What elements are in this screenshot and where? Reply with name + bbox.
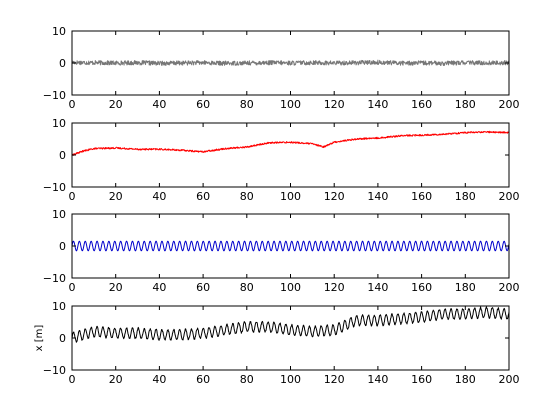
x-tick-label: 200: [499, 98, 520, 111]
x-tick-label: 100: [280, 190, 301, 203]
y-tick-label: −10: [43, 181, 66, 194]
x-tick-label: 100: [280, 373, 301, 386]
x-tick-label: 140: [367, 281, 388, 294]
x-tick-label: 160: [411, 190, 432, 203]
y-tick-label: 10: [52, 208, 66, 221]
y-tick-label: −10: [43, 89, 66, 102]
x-tick-label: 20: [109, 190, 123, 203]
y-tick-label: 0: [59, 149, 66, 162]
x-tick-label: 120: [324, 281, 345, 294]
y-tick-label: 0: [59, 240, 66, 253]
plot-frame: [71, 122, 510, 188]
x-tick-label: 140: [367, 190, 388, 203]
x-tick-label: 60: [196, 373, 210, 386]
x-tick-label: 20: [109, 98, 123, 111]
x-tick-label: 200: [499, 190, 520, 203]
x-tick-label: 0: [69, 373, 76, 386]
x-tick-label: 100: [280, 98, 301, 111]
x-tick-label: 20: [109, 281, 123, 294]
x-tick-label: 200: [499, 373, 520, 386]
x-tick-label: 60: [196, 190, 210, 203]
x-tick-label: 40: [152, 373, 166, 386]
x-tick-label: 40: [152, 98, 166, 111]
x-tick-label: 140: [367, 98, 388, 111]
y-tick-label: −10: [43, 272, 66, 285]
x-tick-label: 120: [324, 190, 345, 203]
x-tick-label: 0: [69, 98, 76, 111]
x-tick-label: 120: [324, 98, 345, 111]
x-tick-label: 80: [240, 190, 254, 203]
y-tick-label: 0: [59, 332, 66, 345]
y-tick-label: 10: [52, 25, 66, 38]
x-tick-label: 80: [240, 373, 254, 386]
y-axis-label: x [m]: [34, 325, 45, 352]
x-tick-label: 160: [411, 98, 432, 111]
series-line-1-1: [71, 59, 510, 67]
x-tick-label: 140: [367, 373, 388, 386]
x-tick-label: 80: [240, 98, 254, 111]
y-tick-label: −10: [43, 364, 66, 377]
x-tick-label: 0: [69, 190, 76, 203]
x-tick-label: 180: [455, 190, 476, 203]
x-tick-label: 60: [196, 281, 210, 294]
series-line-2-1: [71, 130, 510, 156]
x-tick-label: 80: [240, 281, 254, 294]
x-tick-label: 60: [196, 98, 210, 111]
series-line-3-1: [71, 240, 510, 252]
x-tick-label: 160: [411, 373, 432, 386]
x-tick-label: 0: [69, 281, 76, 294]
series-line-4-1: [71, 306, 510, 343]
x-tick-label: 20: [109, 373, 123, 386]
x-tick-label: 200: [499, 281, 520, 294]
x-tick-label: 180: [455, 373, 476, 386]
x-tick-label: 40: [152, 190, 166, 203]
y-tick-label: 10: [52, 300, 66, 313]
x-tick-label: 160: [411, 281, 432, 294]
x-tick-label: 180: [455, 281, 476, 294]
y-tick-label: 0: [59, 57, 66, 70]
x-tick-label: 120: [324, 373, 345, 386]
x-tick-label: 180: [455, 98, 476, 111]
x-tick-label: 40: [152, 281, 166, 294]
y-tick-label: 10: [52, 117, 66, 130]
x-tick-label: 100: [280, 281, 301, 294]
